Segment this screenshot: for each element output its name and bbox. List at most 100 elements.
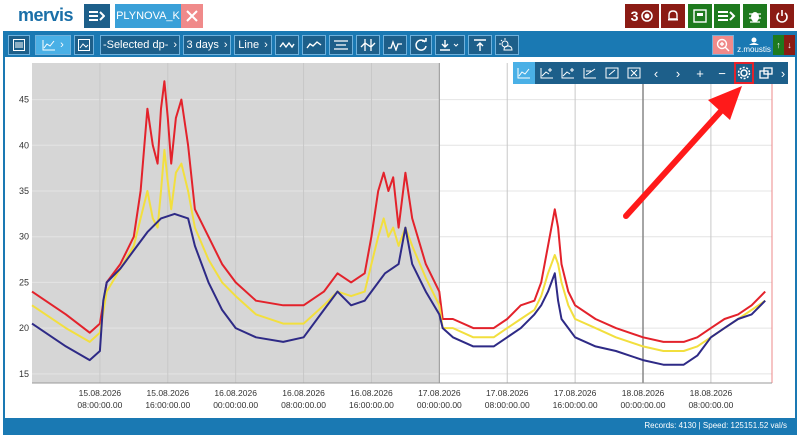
- range-button[interactable]: [329, 35, 353, 55]
- minus-icon: −: [718, 65, 726, 81]
- menu-icon: [89, 11, 105, 21]
- line-chart-icon: [42, 40, 56, 51]
- clear-button[interactable]: [624, 62, 644, 84]
- upload-icon: [474, 39, 486, 51]
- user-name: z.moustis: [737, 44, 771, 54]
- alarm-count: 3: [630, 8, 639, 24]
- peak-button[interactable]: [383, 35, 407, 55]
- refresh-button[interactable]: [410, 35, 432, 55]
- insert-series-button[interactable]: [558, 62, 578, 84]
- axis-icon: [583, 68, 596, 79]
- x-tick-date: 18.08.2026: [622, 388, 665, 398]
- dashboard-button[interactable]: [688, 4, 712, 28]
- upload-button[interactable]: [468, 35, 492, 55]
- fit-button[interactable]: [602, 62, 622, 84]
- weather-icon: [499, 38, 513, 51]
- x-tick-date: 18.08.2026: [690, 388, 733, 398]
- x-tick-time: 08:00:00.00: [281, 400, 326, 410]
- chart-mode-value: Line: [238, 39, 260, 51]
- x-tick-time: 08:00:00.00: [77, 400, 122, 410]
- series-line-1: [31, 80, 766, 343]
- main-menu-button[interactable]: [84, 4, 110, 28]
- trend-toolbar: › -Selected dp- › 3 days › Line › z.moustis…: [5, 33, 795, 57]
- x-tick-time: 16:00:00.00: [553, 400, 598, 410]
- smooth-line-button[interactable]: [302, 35, 326, 55]
- notifications-button[interactable]: [661, 4, 685, 28]
- x-tick-time: 08:00:00.00: [485, 400, 530, 410]
- chart-settings-tab[interactable]: [513, 62, 535, 84]
- close-box-icon: [627, 67, 641, 79]
- time-range-value: 3 days: [186, 39, 219, 51]
- close-tab-button[interactable]: [181, 4, 203, 28]
- x-tick-date: 16.08.2026: [214, 388, 257, 398]
- download-icon: [440, 40, 459, 51]
- zoom-in-button[interactable]: +: [690, 62, 710, 84]
- time-range-select[interactable]: 3 days ›: [183, 35, 231, 55]
- list-menu-button[interactable]: [714, 4, 740, 28]
- download-button[interactable]: [435, 35, 465, 55]
- scroll-left-button[interactable]: ‹: [646, 62, 666, 84]
- record-icon: [641, 10, 654, 22]
- zoom-out-button[interactable]: −: [712, 62, 732, 84]
- power-button[interactable]: [770, 4, 794, 28]
- sort-up-button[interactable]: ↑: [773, 35, 784, 55]
- cursor-button[interactable]: [356, 35, 380, 55]
- x-tick-time: 00:00:00.00: [621, 400, 666, 410]
- peak-icon: [388, 40, 402, 51]
- x-tick-time: 16:00:00.00: [349, 400, 394, 410]
- x-tick-date: 16.08.2026: [282, 388, 325, 398]
- cursor-lines-icon: [360, 39, 376, 51]
- x-tick-date: 17.08.2026: [486, 388, 529, 398]
- more-button[interactable]: ›: [778, 62, 788, 84]
- image-icon: [78, 39, 90, 51]
- chart-settings-button[interactable]: [734, 62, 754, 84]
- list-view-button[interactable]: [8, 35, 30, 55]
- trend-chart[interactable]: 15 20 25 30 35 40 45 15.08.2026 08:00:00.00 15.08…: [5, 57, 795, 417]
- wave-icon: [279, 41, 295, 49]
- scroll-right-button[interactable]: ›: [668, 62, 688, 84]
- sort-down-button[interactable]: ↓: [784, 35, 795, 55]
- zoom-in-icon: [716, 38, 730, 52]
- chart-mode-select[interactable]: Line ›: [234, 35, 272, 55]
- menu-icon: [718, 11, 736, 21]
- step-line-button[interactable]: [275, 35, 299, 55]
- plus-icon: +: [696, 65, 704, 81]
- trend-icon: [306, 41, 322, 49]
- y-tick-label: 30: [19, 232, 29, 242]
- y-tick-label: 40: [19, 140, 29, 150]
- datapoint-select[interactable]: -Selected dp- ›: [100, 35, 180, 55]
- datapoint-select-value: -Selected dp-: [102, 39, 169, 51]
- close-icon: [186, 10, 198, 22]
- add-series-button[interactable]: [537, 62, 557, 84]
- trend-panel: › -Selected dp- › 3 days › Line › z.moustis…: [3, 31, 797, 435]
- image-view-button[interactable]: [74, 35, 94, 55]
- chevron-right-icon: ›: [675, 65, 681, 81]
- chevron-right-icon: ›: [780, 65, 786, 81]
- file-tab[interactable]: PLYNOVA_K: [115, 4, 181, 28]
- series-line-3: [31, 212, 766, 366]
- chevron-left-icon: ‹: [653, 65, 659, 81]
- chart-add-icon: [540, 68, 553, 79]
- zoom-button[interactable]: [712, 35, 734, 55]
- y-tick-label: 25: [19, 277, 29, 287]
- user-button[interactable]: z.moustis: [736, 35, 772, 55]
- status-text: Records: 4130 | Speed: 125151.52 val/s: [644, 421, 787, 430]
- x-tick-date: 15.08.2026: [147, 388, 190, 398]
- bug-icon: [749, 12, 761, 23]
- chart-icon: [517, 68, 530, 79]
- status-bar: Records: 4130 | Speed: 125151.52 val/s: [5, 418, 795, 433]
- debug-button[interactable]: [743, 4, 767, 28]
- weather-button[interactable]: [495, 35, 519, 55]
- x-tick-date: 17.08.2026: [554, 388, 597, 398]
- list-icon: [13, 39, 25, 51]
- panel-icon: [693, 9, 707, 23]
- mervis-logo: mervis: [18, 5, 74, 25]
- alarm-counter-button[interactable]: 3: [625, 4, 659, 28]
- chart-view-button[interactable]: ›: [35, 35, 71, 55]
- power-icon: [776, 10, 788, 23]
- x-tick-time: 00:00:00.00: [213, 400, 258, 410]
- axis-button[interactable]: [580, 62, 600, 84]
- window-button[interactable]: [756, 62, 776, 84]
- user-icon: [749, 37, 759, 45]
- top-bar: mervis PLYNOVA_K 3: [0, 0, 800, 32]
